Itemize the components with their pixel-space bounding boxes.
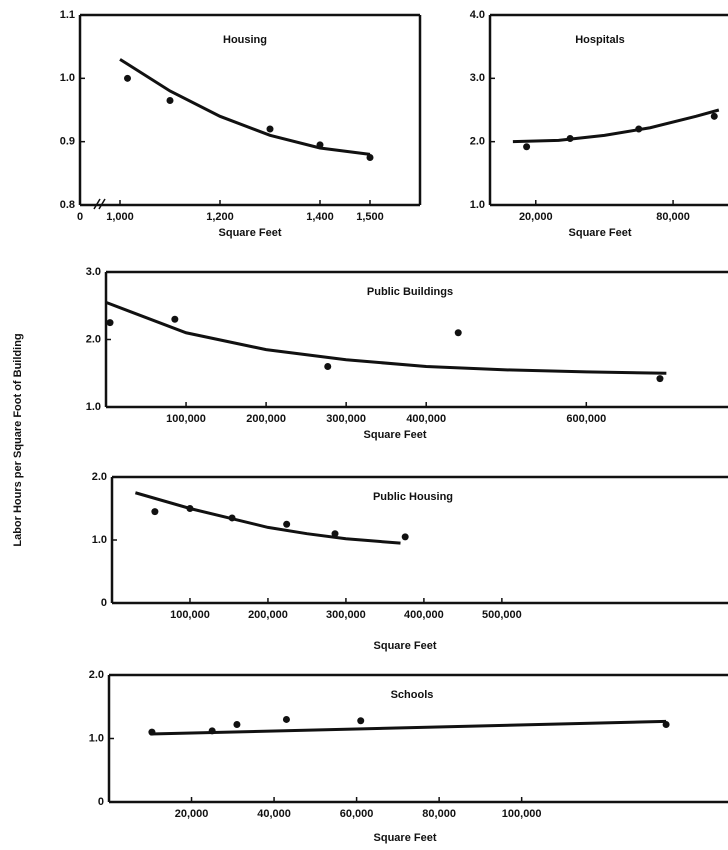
y-tick-label: 1.1: [60, 9, 75, 21]
data-point: [710, 112, 718, 120]
y-tick-label: 1.0: [92, 534, 107, 546]
y-tick-label: 1.0: [89, 732, 104, 744]
x-axis-label: Square Feet: [364, 429, 427, 441]
data-point: [357, 717, 365, 725]
x-tick-label: 100,000: [166, 413, 206, 425]
y-tick-label: 1.0: [60, 72, 75, 84]
y-tick-label: 0.9: [60, 136, 75, 148]
data-point: [656, 375, 664, 383]
x-tick-label: 1,200: [206, 211, 234, 223]
x-tick-label: 60,000: [340, 808, 374, 820]
chart-title: Public Buildings: [367, 286, 453, 298]
y-tick-label: 3.0: [470, 72, 485, 84]
y-tick-label: 0: [101, 597, 107, 609]
x-tick-label: 0: [77, 211, 83, 223]
x-tick-label: 1,400: [306, 211, 334, 223]
data-point: [186, 505, 194, 512]
x-tick-label: 80,000: [656, 211, 690, 223]
x-tick-label: 200,000: [248, 609, 288, 621]
fit-curve: [119, 58, 371, 156]
y-tick-label: 3.0: [86, 266, 101, 278]
x-tick-label: 600,000: [566, 413, 606, 425]
x-tick-label: 1,000: [106, 211, 134, 223]
x-axis-label: Square Feet: [374, 640, 437, 652]
y-tick-label: 1.0: [470, 199, 485, 211]
data-point: [401, 533, 409, 541]
chart-title: Housing: [223, 34, 267, 46]
data-point: [124, 74, 131, 82]
data-point: [171, 315, 179, 323]
data-point: [106, 319, 114, 327]
data-point: [151, 508, 159, 516]
chart-title: Hospitals: [575, 34, 625, 46]
x-tick-label: 100,000: [170, 609, 210, 621]
chart-title: Public Housing: [373, 491, 453, 503]
data-point: [316, 141, 324, 149]
chart-title: Schools: [391, 689, 434, 701]
axis-break: [93, 198, 101, 210]
data-point: [523, 143, 531, 151]
data-point: [233, 721, 241, 729]
data-point: [208, 727, 216, 735]
data-point: [331, 530, 339, 538]
x-tick-label: 80,000: [422, 808, 456, 820]
x-axis-label: Square Feet: [219, 227, 282, 239]
x-tick-label: 400,000: [406, 413, 446, 425]
y-tick-label: 2.0: [92, 471, 107, 483]
data-point: [454, 329, 462, 337]
x-axis-label: Square Feet: [569, 227, 632, 239]
data-point: [228, 514, 236, 522]
fit-curve: [512, 108, 720, 144]
data-point: [166, 97, 174, 104]
data-point: [148, 728, 156, 736]
x-tick-label: 300,000: [326, 413, 366, 425]
y-tick-label: 2.0: [470, 136, 485, 148]
axis-break: [98, 198, 106, 210]
x-tick-label: 1,500: [356, 211, 384, 223]
y-tick-label: 2.0: [86, 333, 101, 345]
data-point: [366, 154, 374, 161]
data-point: [266, 125, 274, 133]
x-tick-label: 200,000: [246, 413, 286, 425]
x-axis-label: Square Feet: [374, 832, 437, 844]
y-tick-label: 4.0: [470, 9, 485, 21]
y-tick-label: 0: [98, 796, 104, 808]
x-tick-label: 40,000: [257, 808, 291, 820]
fit-curve: [150, 719, 667, 736]
fit-curve: [105, 300, 667, 375]
data-point: [324, 363, 332, 370]
data-point: [566, 135, 574, 142]
y-tick-label: 2.0: [89, 669, 104, 681]
data-point: [283, 520, 291, 528]
x-tick-label: 20,000: [519, 211, 553, 223]
shared-y-label: Labor Hours per Square Foot of Building: [12, 333, 24, 546]
x-tick-label: 400,000: [404, 609, 444, 621]
x-tick-label: 20,000: [175, 808, 209, 820]
x-tick-label: 100,000: [502, 808, 542, 820]
y-tick-label: 1.0: [86, 401, 101, 413]
data-point: [282, 715, 290, 723]
data-point: [662, 721, 670, 729]
data-point: [635, 125, 643, 133]
x-tick-label: 500,000: [482, 609, 522, 621]
x-tick-label: 300,000: [326, 609, 366, 621]
fit-curve: [134, 491, 401, 545]
y-tick-label: 0.8: [60, 199, 75, 211]
